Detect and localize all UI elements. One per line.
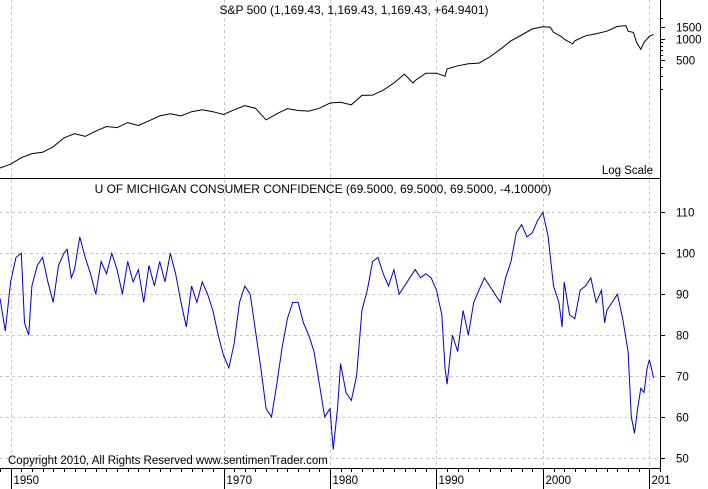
umich-panel: U OF MICHIGAN CONSUMER CONFIDENCE (69.50… (0, 182, 695, 466)
log-scale-label: Log Scale (602, 165, 653, 177)
horizontal-gridlines (0, 212, 660, 459)
umich-title: U OF MICHIGAN CONSUMER CONFIDENCE (69.50… (95, 182, 552, 196)
copyright-text: Copyright 2010, All Rights Reserved www.… (8, 455, 328, 467)
x-tick-label: 1950 (14, 475, 40, 487)
umich-tick-label: 50 (676, 454, 689, 466)
sp500-tick-label: 1000 (676, 35, 702, 47)
umich-tick-label: 100 (676, 249, 695, 261)
x-tick-label: 1970 (227, 475, 253, 487)
umich-series-line (0, 211, 655, 450)
x-axis-ticks: 1950 1970 1980 1990 2000 201 (0, 468, 671, 489)
x-tick-label: 1980 (333, 475, 359, 487)
umich-y-axis-ticks: 110 100 90 80 70 60 50 (660, 208, 695, 466)
sp500-tick-label: 500 (676, 56, 695, 68)
umich-tick-label: 70 (676, 372, 689, 384)
x-tick-label: 201 (652, 475, 671, 487)
umich-tick-label: 90 (676, 290, 689, 302)
sp500-series-line (0, 25, 654, 169)
vertical-gridlines (11, 0, 650, 468)
sp500-tick-label: 1500 (676, 23, 702, 35)
x-tick-label: 1990 (439, 475, 465, 487)
sp500-panel: S&P 500 (1,169.43, 1,169.43, 1,169.43, +… (0, 3, 702, 177)
x-tick-label: 2000 (546, 475, 572, 487)
umich-tick-label: 80 (676, 331, 689, 343)
sp500-title: S&P 500 (1,169.43, 1,169.43, 1,169.43, +… (220, 3, 489, 17)
umich-tick-label: 60 (676, 413, 689, 425)
umich-tick-label: 110 (676, 208, 694, 220)
